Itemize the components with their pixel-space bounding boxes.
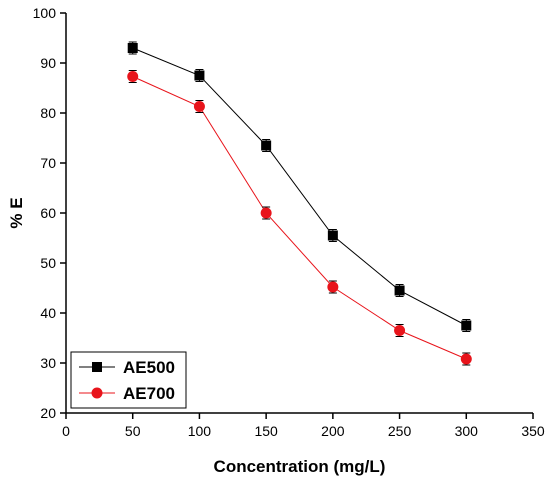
data-point [261,140,272,151]
y-tick-label: 20 [40,405,56,421]
series-ae700 [127,70,472,366]
data-point [260,207,272,219]
x-axis-ticks: 0 50 100 150 200 250 300 350 [62,413,545,439]
y-axis-title: % E [7,197,26,228]
data-point [394,285,405,296]
x-tick-label: 200 [321,423,345,439]
x-tick-label: 100 [188,423,212,439]
y-tick-label: 90 [40,55,56,71]
data-point [194,70,205,81]
data-point [460,353,472,365]
legend-marker [91,387,103,399]
y-tick-label: 70 [40,155,56,171]
y-tick-label: 80 [40,105,56,121]
legend-label: AE500 [123,358,175,377]
legend-marker [92,362,102,372]
data-point [394,325,406,336]
series-layer [127,41,472,366]
legend-item: AE500 [79,358,175,377]
legend-items: AE500 AE700 [79,358,175,403]
legend-item: AE700 [79,384,175,403]
series-ae500 [127,41,472,332]
series-line [132,47,467,326]
x-tick-label: 50 [125,423,141,439]
x-tick-label: 250 [388,423,412,439]
data-point [127,43,138,53]
y-axis-ticks: 20 30 40 50 60 70 80 90 100 [33,5,66,421]
y-tick-label: 30 [40,355,56,371]
legend-label: AE700 [123,384,175,403]
data-point [327,230,338,241]
data-point [461,320,472,331]
data-point [193,101,205,112]
plot-area: 0 50 100 150 200 250 300 350 20 30 40 50 60 70 80 90 10… [33,5,545,439]
y-tick-label: 50 [40,255,56,271]
y-tick-label: 40 [40,305,56,321]
x-axis-title: Concentration (mg/L) [214,457,386,476]
y-tick-label: 100 [33,5,57,21]
x-tick-label: 0 [62,423,70,439]
x-tick-label: 150 [254,423,278,439]
data-point [327,281,339,293]
legend-box [70,351,187,409]
x-tick-label: 300 [455,423,479,439]
data-point [127,71,139,82]
legend: AE500 AE700 [70,351,187,409]
series-line [132,76,467,360]
x-tick-label: 350 [521,423,545,439]
y-tick-label: 60 [40,205,56,221]
